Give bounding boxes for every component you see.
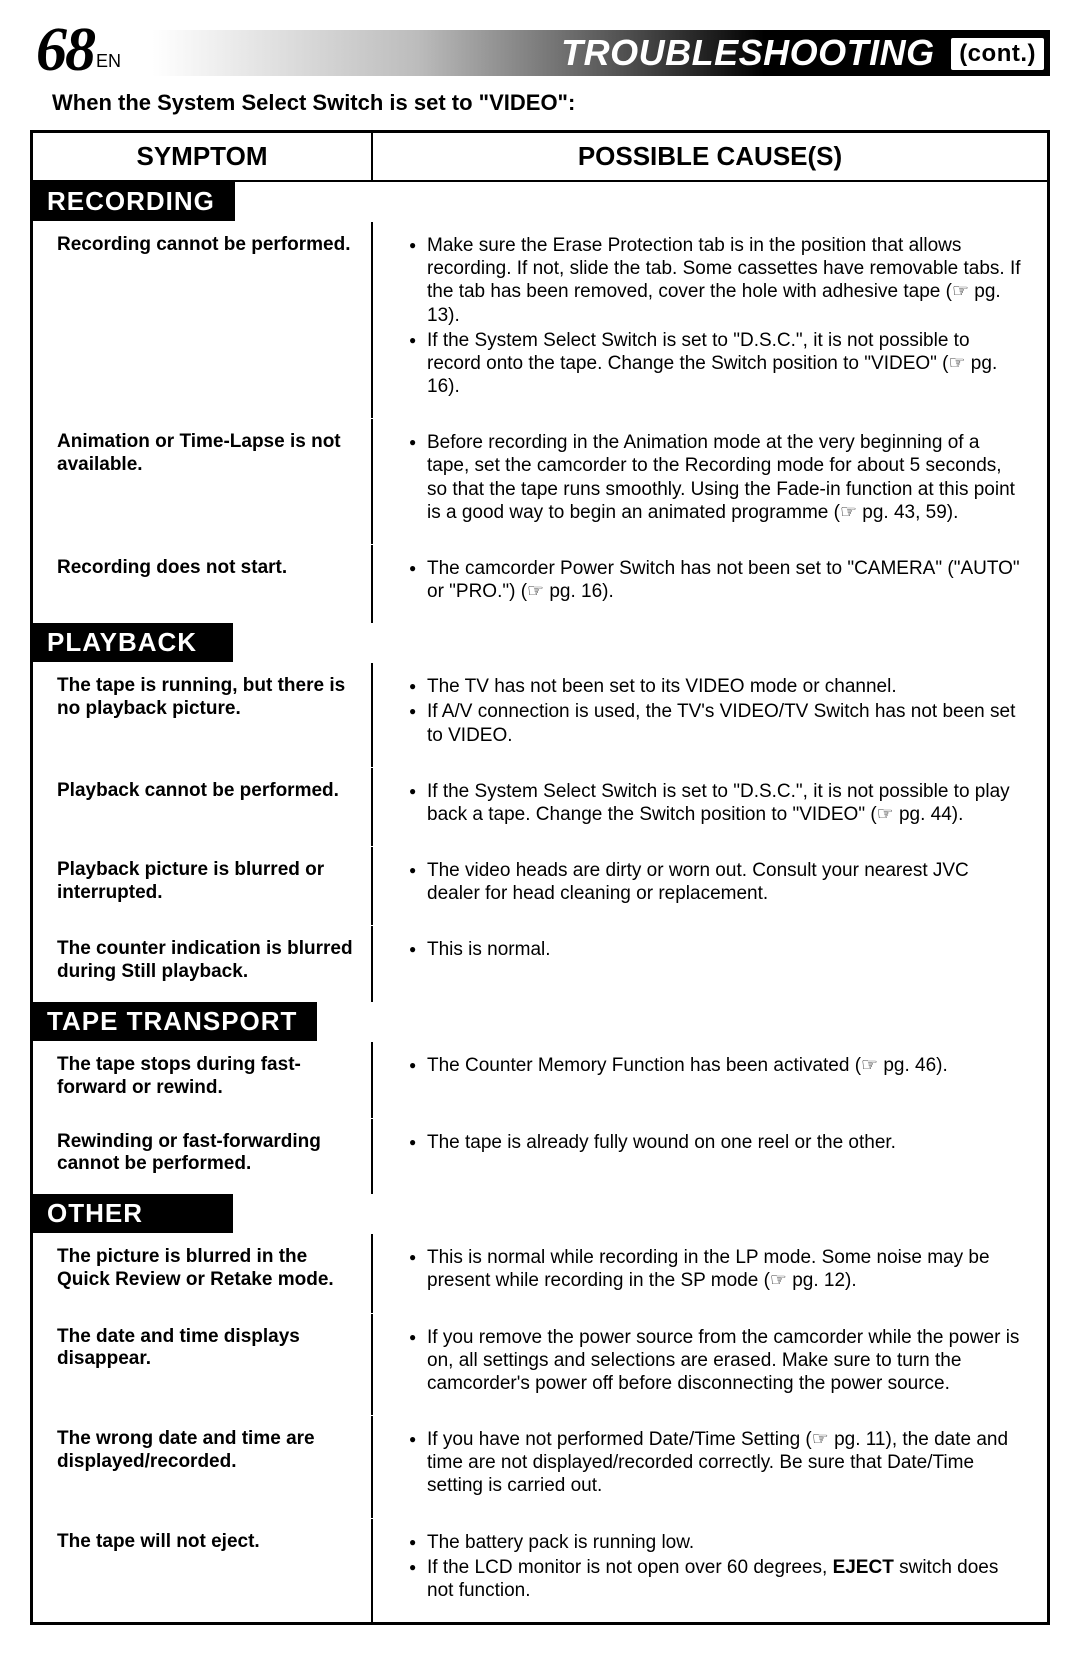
symptom-cell: The date and time displays disappear. <box>33 1314 373 1416</box>
cause-item: The TV has not been set to its VIDEO mod… <box>409 675 1023 698</box>
section-bar: RECORDING <box>33 182 1047 221</box>
table-row: The tape stops during fast-forward or re… <box>33 1041 1047 1118</box>
cause-list: If you have not performed Date/Time Sett… <box>409 1428 1023 1498</box>
symptom-cell: The tape is running, but there is no pla… <box>33 663 373 767</box>
page: 68 EN TROUBLESHOOTING (cont.) When the S… <box>0 0 1080 1665</box>
cause-item: If A/V connection is used, the TV's VIDE… <box>409 700 1023 746</box>
symptom-cell: Recording does not start. <box>33 545 373 623</box>
section-bar: PLAYBACK <box>33 623 1047 662</box>
section-title: RECORDING <box>33 182 235 221</box>
cause-list: Make sure the Erase Protection tab is in… <box>409 234 1023 398</box>
cause-cell: If the System Select Switch is set to "D… <box>373 768 1047 846</box>
cause-cell: The battery pack is running low.If the L… <box>373 1519 1047 1623</box>
header-title-text: TROUBLESHOOTING <box>561 32 935 73</box>
cause-cell: If you have not performed Date/Time Sett… <box>373 1416 1047 1518</box>
symptom-cell: Animation or Time-Lapse is not available… <box>33 419 373 544</box>
section-bar: OTHER <box>33 1194 1047 1233</box>
cause-cell: The Counter Memory Function has been act… <box>373 1042 1047 1118</box>
symptom-cell: The tape stops during fast-forward or re… <box>33 1042 373 1118</box>
cause-item: If you have not performed Date/Time Sett… <box>409 1428 1023 1498</box>
table-row: Rewinding or fast-forwarding cannot be p… <box>33 1118 1047 1195</box>
page-number: 68 <box>30 26 94 76</box>
section-bar: TAPE TRANSPORT <box>33 1002 1047 1041</box>
section-title: TAPE TRANSPORT <box>33 1002 317 1041</box>
cause-list: This is normal while recording in the LP… <box>409 1246 1023 1292</box>
cont-label: (cont.) <box>951 38 1044 70</box>
cause-cell: The camcorder Power Switch has not been … <box>373 545 1047 623</box>
cause-list: The video heads are dirty or worn out. C… <box>409 859 1023 905</box>
cause-item: The battery pack is running low. <box>409 1531 1023 1554</box>
table-row: Recording does not start. The camcorder P… <box>33 544 1047 623</box>
table-row: Playback cannot be performed. If the Syst… <box>33 767 1047 846</box>
cause-list: This is normal. <box>409 938 1023 961</box>
cause-list: The Counter Memory Function has been act… <box>409 1054 1023 1077</box>
table-row: The date and time displays disappear. If … <box>33 1313 1047 1416</box>
cause-list: If you remove the power source from the … <box>409 1326 1023 1396</box>
header-bar: 68 EN TROUBLESHOOTING (cont.) <box>30 30 1050 76</box>
cause-item: If you remove the power source from the … <box>409 1326 1023 1396</box>
table-row: The wrong date and time are displayed/re… <box>33 1415 1047 1518</box>
cause-cell: The video heads are dirty or worn out. C… <box>373 847 1047 925</box>
sections: RECORDINGRecording cannot be performed. M… <box>33 182 1047 1622</box>
symptom-cell: The wrong date and time are displayed/re… <box>33 1416 373 1518</box>
cause-list: The tape is already fully wound on one r… <box>409 1131 1023 1154</box>
cause-list: Before recording in the Animation mode a… <box>409 431 1023 524</box>
section-title: OTHER <box>33 1194 233 1233</box>
cause-item: The tape is already fully wound on one r… <box>409 1131 1023 1154</box>
cause-item: If the System Select Switch is set to "D… <box>409 780 1023 826</box>
intro-text: When the System Select Switch is set to … <box>30 84 1050 130</box>
column-headers: SYMPTOM POSSIBLE CAUSE(S) <box>33 133 1047 182</box>
cause-list: The TV has not been set to its VIDEO mod… <box>409 675 1023 747</box>
table-row: Animation or Time-Lapse is not available… <box>33 418 1047 544</box>
cause-item: The video heads are dirty or worn out. C… <box>409 859 1023 905</box>
table-row: The picture is blurred in the Quick Revi… <box>33 1233 1047 1312</box>
col-head-symptom: SYMPTOM <box>33 133 373 180</box>
symptom-cell: Playback cannot be performed. <box>33 768 373 846</box>
cause-item: If the LCD monitor is not open over 60 d… <box>409 1556 1023 1602</box>
cause-cell: The TV has not been set to its VIDEO mod… <box>373 663 1047 767</box>
col-head-cause: POSSIBLE CAUSE(S) <box>373 133 1047 180</box>
cause-cell: Make sure the Erase Protection tab is in… <box>373 222 1047 418</box>
cause-item: Before recording in the Animation mode a… <box>409 431 1023 524</box>
cause-cell: The tape is already fully wound on one r… <box>373 1119 1047 1195</box>
cause-item: The camcorder Power Switch has not been … <box>409 557 1023 603</box>
cause-item: If the System Select Switch is set to "D… <box>409 329 1023 399</box>
table-row: Playback picture is blurred or interrupt… <box>33 846 1047 925</box>
header-title: TROUBLESHOOTING (cont.) <box>561 32 1050 76</box>
table-row: The tape will not eject. The battery pack… <box>33 1518 1047 1623</box>
cause-item: This is normal. <box>409 938 1023 961</box>
table-row: The counter indication is blurred during… <box>33 925 1047 1002</box>
cause-cell: Before recording in the Animation mode a… <box>373 419 1047 544</box>
symptom-cell: The tape will not eject. <box>33 1519 373 1623</box>
cause-list: The battery pack is running low.If the L… <box>409 1531 1023 1603</box>
symptom-cell: The counter indication is blurred during… <box>33 926 373 1002</box>
cause-item: This is normal while recording in the LP… <box>409 1246 1023 1292</box>
cause-cell: If you remove the power source from the … <box>373 1314 1047 1416</box>
symptom-cell: Recording cannot be performed. <box>33 222 373 418</box>
symptom-cell: The picture is blurred in the Quick Revi… <box>33 1234 373 1312</box>
language-code: EN <box>96 51 121 76</box>
cause-item: Make sure the Erase Protection tab is in… <box>409 234 1023 327</box>
table-row: The tape is running, but there is no pla… <box>33 662 1047 767</box>
troubleshooting-table: SYMPTOM POSSIBLE CAUSE(S) RECORDINGRecor… <box>30 130 1050 1625</box>
table-row: Recording cannot be performed. Make sure … <box>33 221 1047 418</box>
symptom-cell: Playback picture is blurred or interrupt… <box>33 847 373 925</box>
cause-cell: This is normal. <box>373 926 1047 1002</box>
cause-list: The camcorder Power Switch has not been … <box>409 557 1023 603</box>
symptom-cell: Rewinding or fast-forwarding cannot be p… <box>33 1119 373 1195</box>
section-title: PLAYBACK <box>33 623 233 662</box>
cause-list: If the System Select Switch is set to "D… <box>409 780 1023 826</box>
cause-cell: This is normal while recording in the LP… <box>373 1234 1047 1312</box>
cause-item: The Counter Memory Function has been act… <box>409 1054 1023 1077</box>
